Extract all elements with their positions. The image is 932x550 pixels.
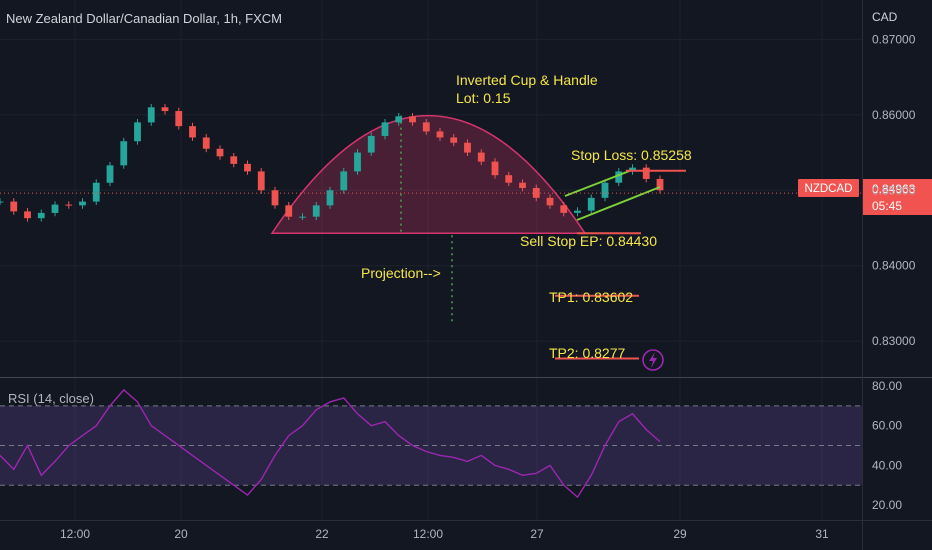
rsi-label: RSI (14, close) (8, 391, 94, 406)
candle-body[interactable] (436, 131, 444, 138)
candle-body[interactable] (409, 116, 416, 123)
candle-body[interactable] (395, 116, 403, 123)
candle-body[interactable] (656, 178, 664, 191)
rsi-line[interactable] (0, 388, 661, 499)
symbol-badge-text: NZDCAD (805, 183, 853, 195)
candle-body[interactable] (120, 141, 128, 166)
candle-body[interactable] (65, 204, 73, 206)
candle-body[interactable] (629, 167, 636, 172)
bar-countdown: 05:45 (872, 199, 902, 213)
candle-body[interactable] (79, 201, 86, 206)
candle-body[interactable] (574, 210, 581, 213)
handle-channel-upper[interactable] (564, 169, 633, 197)
candle-body[interactable] (216, 148, 224, 157)
price-tick-label: 0.87000 (872, 32, 916, 46)
candle-body[interactable] (505, 175, 513, 183)
candle-body[interactable] (244, 163, 251, 172)
candle-body[interactable] (354, 152, 361, 172)
grid (0, 0, 862, 520)
time-axis[interactable]: 12:00 20 22 12:00 27 29 31 (60, 527, 829, 541)
candle-body[interactable] (37, 212, 45, 219)
candle-body[interactable] (312, 205, 320, 217)
axis-currency: CAD (872, 10, 898, 24)
candle-body[interactable] (450, 137, 458, 143)
rsi-tick-label: 20.00 (872, 498, 902, 512)
candle-body[interactable] (106, 165, 114, 183)
candle-body[interactable] (477, 152, 485, 162)
rsi-tick-label: 60.00 (872, 419, 902, 433)
trade-levels (555, 169, 686, 360)
candle-body[interactable] (257, 171, 265, 191)
price-tick-label: 0.83000 (872, 334, 916, 348)
candle-body[interactable] (175, 111, 183, 127)
candle-body[interactable] (51, 204, 59, 213)
price-tick-label: 0.85000 (872, 183, 916, 197)
price-layer[interactable] (0, 103, 862, 322)
stop-loss-label[interactable]: Stop Loss: 0.85258 (571, 147, 692, 163)
candle-body[interactable] (271, 190, 279, 206)
candle-body[interactable] (601, 182, 609, 198)
price-tick-label: 0.86000 (872, 108, 916, 122)
time-tick-label: 12:00 (60, 527, 90, 541)
time-tick-label: 20 (174, 527, 188, 541)
candle-body[interactable] (381, 122, 389, 136)
time-tick-label: 12:00 (413, 527, 443, 541)
rsi-tick-label: 80.00 (872, 379, 902, 393)
entry-label[interactable]: Sell Stop EP: 0.84430 (520, 233, 657, 249)
candle-body[interactable] (230, 156, 238, 164)
candle-body[interactable] (147, 107, 155, 123)
tp1-label[interactable]: TP1: 0.83602 (549, 289, 633, 305)
candle-body[interactable] (189, 126, 196, 138)
candle-body[interactable] (642, 167, 650, 179)
candle-body[interactable] (340, 171, 348, 191)
handle-channel-lower[interactable] (576, 186, 661, 221)
candle-body[interactable] (134, 122, 141, 142)
time-tick-label: 22 (315, 527, 329, 541)
candle-body[interactable] (560, 205, 568, 213)
candle-body[interactable] (326, 190, 334, 206)
chart-title: New Zealand Dollar/Canadian Dollar, 1h, … (6, 11, 282, 26)
inverted-cup-shape[interactable] (270, 114, 587, 235)
projection-label[interactable]: Projection--> (361, 265, 441, 281)
flash-icon[interactable] (642, 349, 664, 371)
rsi-axis[interactable]: 80.00 60.00 40.00 20.00 (872, 379, 902, 512)
candle-body[interactable] (10, 201, 18, 212)
last-price: 0.84963 (872, 182, 916, 196)
tp2-label[interactable]: TP2: 0.8277 (549, 345, 625, 361)
last-price-badge (863, 179, 932, 215)
rsi-tick-label: 40.00 (872, 458, 902, 472)
rsi-layer[interactable] (0, 388, 862, 499)
time-tick-label: 27 (530, 527, 544, 541)
candle-body[interactable] (299, 216, 306, 218)
candle-body[interactable] (615, 171, 623, 183)
candle-body[interactable] (367, 135, 375, 153)
candle-body[interactable] (0, 201, 4, 203)
candle-body[interactable] (161, 107, 169, 112)
candle-body[interactable] (285, 205, 293, 217)
candle-body[interactable] (464, 142, 471, 153)
price-tick-label: 0.84000 (872, 259, 916, 273)
candle-body[interactable] (422, 122, 430, 132)
candle-body[interactable] (519, 182, 526, 189)
candle-body[interactable] (202, 137, 210, 149)
lot-label[interactable]: Lot: 0.15 (456, 90, 511, 106)
candle-body[interactable] (587, 197, 595, 211)
rsi-band (0, 405, 862, 486)
symbol-badge (798, 179, 859, 197)
time-tick-label: 29 (673, 527, 687, 541)
candle-body[interactable] (491, 161, 499, 176)
pattern-label[interactable]: Inverted Cup & Handle (456, 72, 598, 88)
candle-body[interactable] (92, 182, 100, 202)
candle-body[interactable] (24, 211, 31, 219)
time-tick-label: 31 (815, 527, 829, 541)
candle-body[interactable] (546, 197, 554, 206)
price-axis[interactable]: 0.87000 0.86000 0.85000 0.84000 0.83000 (872, 32, 916, 348)
